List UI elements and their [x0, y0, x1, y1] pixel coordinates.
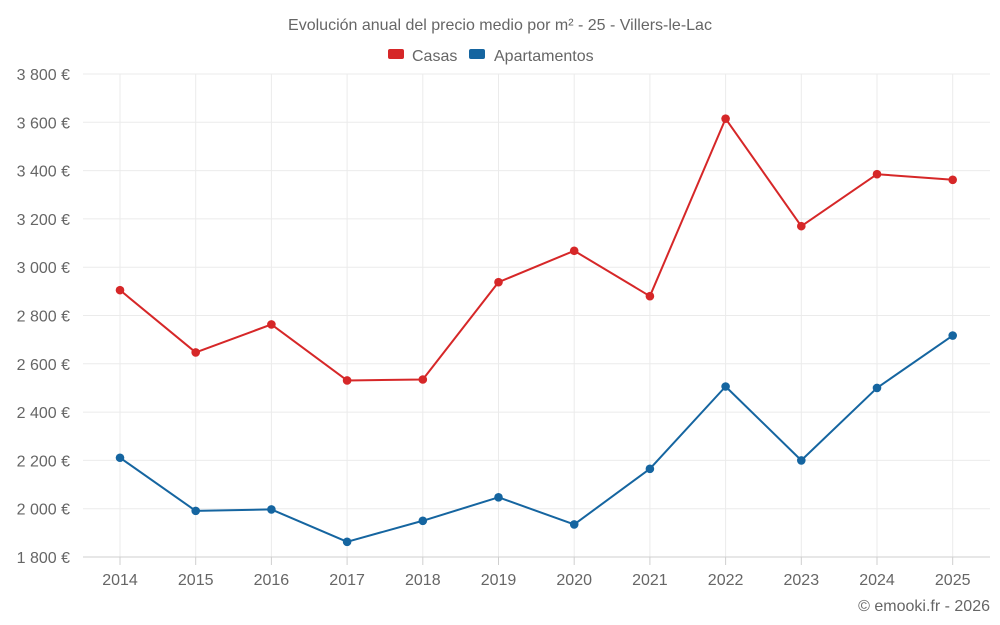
data-point[interactable] [797, 221, 806, 231]
x-tick-label: 2020 [556, 572, 592, 589]
x-tick-label: 2017 [329, 572, 365, 589]
x-tick-label: 2019 [481, 572, 517, 589]
series-line-apartamentos [119, 334, 954, 543]
x-tick-label: 2018 [405, 572, 441, 589]
legend-swatch [388, 49, 404, 59]
grid [83, 73, 990, 558]
x-tick-label: 2014 [102, 572, 138, 589]
data-point[interactable] [494, 493, 503, 502]
axes: 1 800 € 2 000 € 2 200 € 2 400 € 2 600 € 2 800… [17, 67, 990, 589]
series-points [115, 114, 957, 547]
x-tick-label: 2016 [254, 572, 290, 589]
data-point[interactable] [191, 506, 200, 516]
data-point[interactable] [797, 456, 806, 465]
data-point[interactable] [191, 348, 200, 357]
data-point[interactable] [645, 464, 655, 474]
data-point[interactable] [418, 516, 428, 526]
data-point[interactable] [494, 277, 503, 287]
data-point[interactable] [872, 383, 882, 393]
data-point[interactable] [645, 291, 655, 301]
chart-title: Evolución anual del precio medio por m² … [288, 17, 712, 34]
data-point[interactable] [948, 175, 957, 185]
data-point[interactable] [721, 114, 730, 123]
legend-swatch [469, 49, 485, 59]
x-tick-label: 2015 [178, 572, 214, 589]
y-tick-label: 2 600 € [17, 357, 70, 374]
data-point[interactable] [872, 169, 882, 179]
data-point[interactable] [418, 375, 428, 384]
data-point[interactable] [342, 376, 352, 385]
y-tick-label: 3 800 € [17, 67, 70, 84]
y-tick-label: 2 000 € [17, 502, 70, 519]
data-point[interactable] [721, 382, 730, 391]
data-point[interactable] [115, 285, 125, 295]
y-tick-label: 1 800 € [17, 550, 70, 567]
x-tick-label: 2021 [632, 572, 668, 589]
legend-label[interactable]: Apartamentos [494, 48, 594, 65]
y-tick-label: 2 400 € [17, 405, 70, 422]
credit-label: © emooki.fr - 2026 [858, 598, 990, 615]
y-tick-label: 3 000 € [17, 260, 70, 277]
x-tick-label: 2022 [708, 572, 744, 589]
data-point[interactable] [342, 537, 352, 547]
y-tick-label: 3 600 € [17, 115, 70, 132]
series-line-casas [119, 117, 954, 382]
y-tick-label: 2 800 € [17, 309, 70, 326]
legend: Casas Apartamentos [388, 48, 594, 65]
data-point[interactable] [267, 320, 276, 329]
data-point[interactable] [115, 453, 125, 463]
data-point[interactable] [569, 246, 579, 256]
data-point[interactable] [569, 520, 579, 529]
data-point[interactable] [948, 331, 957, 340]
y-tick-label: 2 200 € [17, 453, 70, 470]
series-lines [119, 117, 954, 543]
y-tick-label: 3 200 € [17, 212, 70, 229]
x-tick-label: 2023 [784, 572, 820, 589]
x-tick-label: 2025 [935, 572, 971, 589]
data-point[interactable] [267, 505, 276, 514]
x-tick-label: 2024 [859, 572, 895, 589]
legend-label[interactable]: Casas [412, 48, 457, 65]
y-tick-label: 3 400 € [17, 164, 70, 181]
